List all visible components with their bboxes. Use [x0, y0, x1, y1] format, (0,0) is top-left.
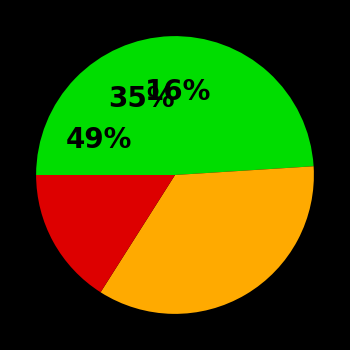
Wedge shape: [36, 36, 314, 175]
Wedge shape: [100, 166, 314, 314]
Text: 49%: 49%: [66, 126, 132, 154]
Wedge shape: [36, 175, 175, 292]
Text: 16%: 16%: [145, 78, 211, 106]
Text: 35%: 35%: [108, 85, 175, 113]
